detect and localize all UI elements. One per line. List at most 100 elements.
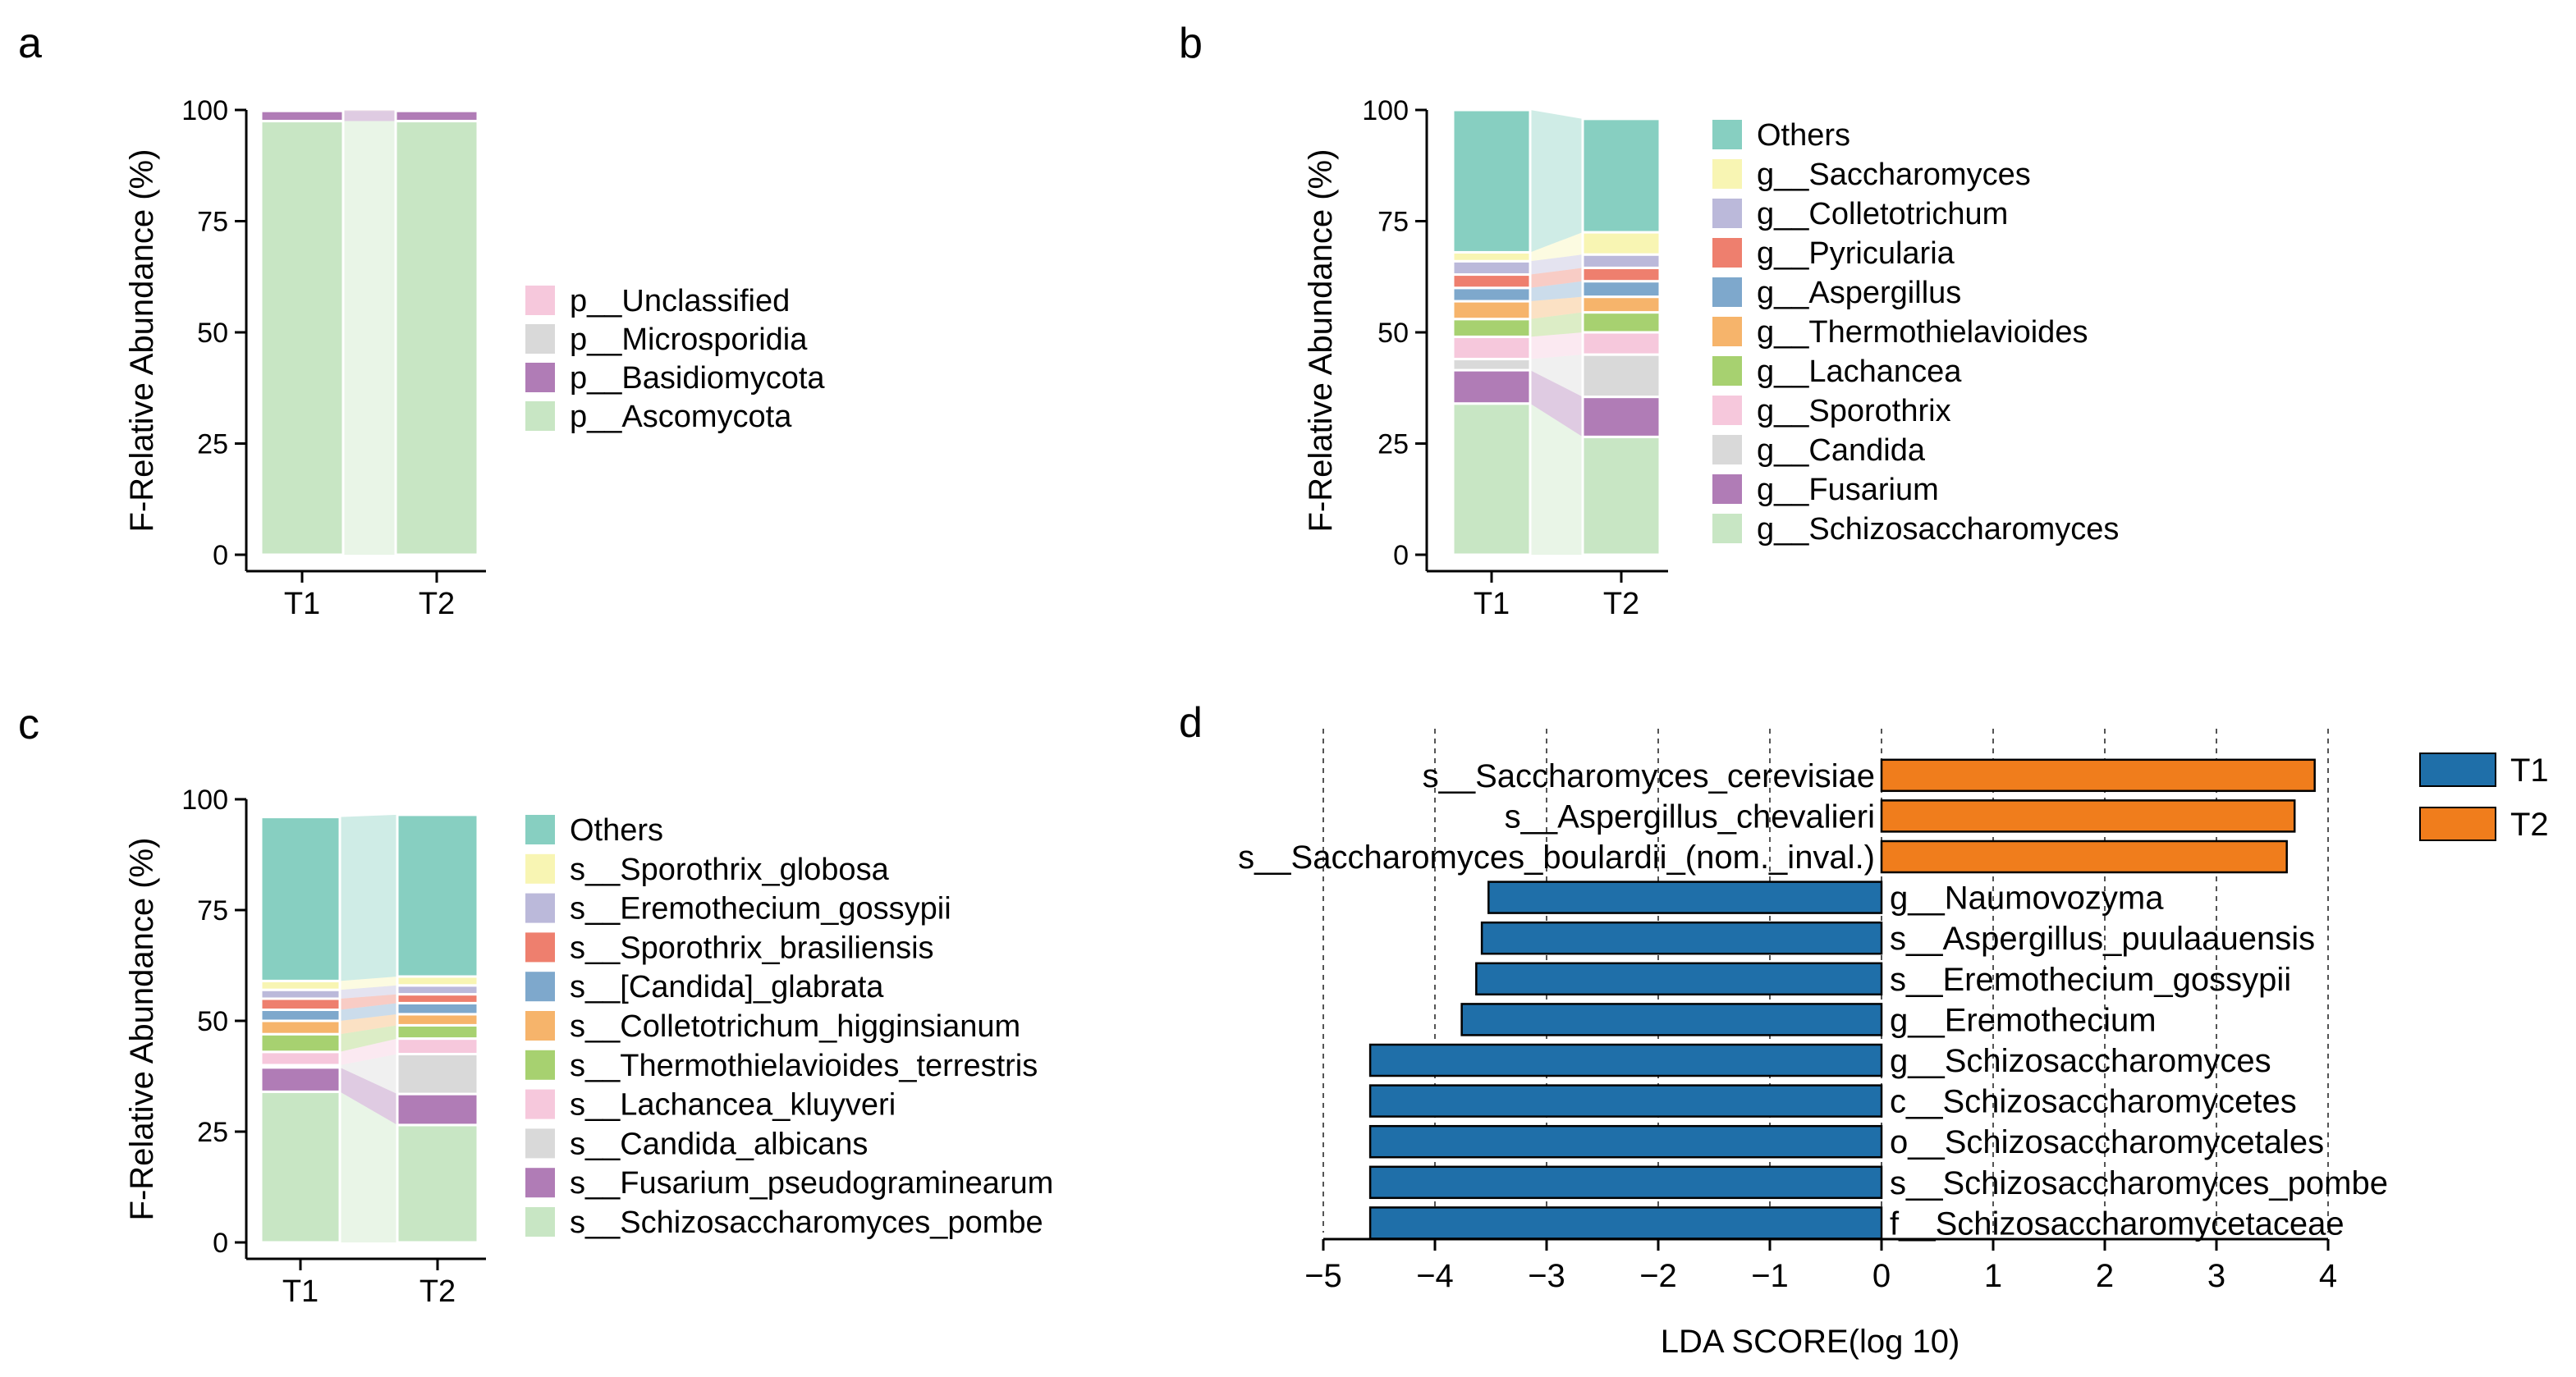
flow-band-g-aspergillus [1530,281,1583,302]
bar-segment-g-thermothielavioides-t2 [1581,295,1662,314]
x-tick-label: −2 [1639,1258,1677,1294]
legend-label-g-fusarium: g__Fusarium [1757,473,1939,507]
y-tick-label: 25 [197,429,228,460]
legend: p__Unclassified p__Microsporidia p__Basidi… [525,284,825,434]
x-tick-label: T1 [1474,587,1510,621]
bar-segment-p-ascomycota-t1 [259,120,345,556]
bar-segment-s-sporothrix-globosa-t1 [259,979,341,991]
lda-bar-s-saccharomyces-boulardii-nom-inval [1880,839,2288,874]
flow-band-s-lachancea-kluyveri [340,1038,397,1065]
flow-band-g-schizosaccharomyces [1530,403,1583,555]
bar-segment-p-basidiomycota-t1 [259,109,345,123]
legend-swatch-g-saccharomyces [1712,159,1742,189]
lda-bar-label: s__Aspergillus_puulaauensis [1890,921,2315,957]
bar-segment-g-candida-t2 [1581,353,1662,399]
legend-label-s-colletotrichum-higginsianum: s__Colletotrichum_higginsianum [570,1009,1020,1044]
bar-segment-g-pyricularia-t2 [1581,266,1662,283]
bar-segment-p-unclassified-t2 [394,108,479,112]
bar-segment-s-thermothielavioides-terrestris-t1 [259,1032,341,1054]
legend-swatch-p-ascomycota [525,401,555,431]
bar-segment-g-sporothrix-t1 [1451,335,1532,361]
legend-label-g-schizosaccharomyces: g__Schizosaccharomyces [1757,512,2119,547]
y-axis-label: F-Relative Abundance (%) [124,838,160,1221]
flow-band-s-schizosaccharomyces-pombe [340,1091,397,1242]
legend-label-p-microsporidia: p__Microsporidia [570,323,808,357]
legend-swatch-t2 [2419,807,2496,841]
panel-letter: a [18,20,42,67]
flow-band-g-saccharomyces [1530,232,1583,262]
lda-bar-o-schizosaccharomycetales [1368,1124,1883,1159]
bar-segment-s-colletotrichum-higginsianum-t2 [396,1013,479,1027]
flow-band-s-candida-glabrata [340,1003,397,1021]
legend-label-p-basidiomycota: p__Basidiomycota [570,361,825,396]
lda-bar-label: s__Schizosaccharomyces_pombe [1890,1165,2388,1201]
flow-band-others [1530,110,1583,253]
legend-label-g-lachancea: g__Lachancea [1757,355,1962,389]
x-axis-label: LDA SCORE(log 10) [1661,1324,1960,1360]
x-tick-label: −4 [1416,1258,1454,1294]
lda-bar-s-saccharomyces-cerevisiae [1880,758,2316,793]
legend-swatch-s-sporothrix-brasiliensis [525,932,555,963]
legend-label-g-aspergillus: g__Aspergillus [1757,276,1961,310]
flow-band-s-fusarium-pseudograminearum [340,1067,397,1125]
bar-segment-s-candida-glabrata-t2 [396,1001,479,1016]
panel-a-stacked-bar-chart: a 0 25 50 75 100 T1 T2 F-Relative Abundance (%) p… [18,20,825,621]
lda-bar-label: f__Schizosaccharomycetaceae [1890,1205,2345,1242]
lda-bar-label: s__Saccharomyces_boulardii_(nom._inval.) [1238,839,1875,876]
bar-segment-g-lachancea-t2 [1581,311,1662,334]
bar-segment-g-aspergillus-t2 [1581,280,1662,299]
panel-d-lda-bar-chart: d s__Saccharomyces_cerevisiae s__Aspergill… [1179,699,2549,1360]
legend-swatch-g-pyricularia [1712,238,1742,268]
bar-segment-others-t2 [1581,117,1662,234]
bar-segment-others-t2 [396,813,479,978]
bar-segment-s-fusarium-pseudograminearum-t2 [396,1092,479,1127]
bar-segment-s-sporothrix-brasiliensis-t1 [259,997,341,1011]
y-tick-label: 0 [1393,540,1409,571]
lda-bar-g-eremothecium [1460,1003,1883,1036]
panel-letter: c [18,701,39,748]
flow-band-g-pyricularia [1530,268,1583,288]
y-tick-label: 0 [213,1228,228,1259]
lda-bar-g-naumovozyma [1487,881,1883,914]
legend-label-g-sporothrix: g__Sporothrix [1757,394,1951,428]
legend-label-others: Others [570,813,663,848]
bar-segment-g-schizosaccharomyces-t1 [1451,402,1532,556]
bar-segment-g-sporothrix-t2 [1581,331,1662,356]
legend-swatch-g-aspergillus [1712,277,1742,307]
x-tick-label: 1 [1984,1258,2002,1294]
bar-segment-s-candida-glabrata-t1 [259,1009,341,1022]
flow-band-p-basidiomycota [343,111,396,121]
legend-label-s-schizosaccharomyces-pombe: s__Schizosaccharomyces_pombe [570,1205,1043,1240]
flow-band-g-thermothielavioides [1530,296,1583,319]
lda-bar-label: o__Schizosaccharomycetales [1890,1124,2324,1160]
x-tick-label: 0 [1872,1258,1891,1294]
lda-bar-label: g__Naumovozyma [1890,881,2164,917]
y-tick-label: 25 [1377,429,1409,460]
legend-swatch-g-lachancea [1712,356,1742,386]
y-tick-label: 75 [197,895,228,926]
bar-segment-g-saccharomyces-t2 [1581,231,1662,256]
stacked-bars [1451,108,1662,556]
bar-segment-s-eremothecium-gossypii-t1 [259,988,341,1000]
bar-segment-g-lachancea-t1 [1451,318,1532,338]
legend-label-others: Others [1757,118,1850,153]
lda-bars: s__Saccharomyces_cerevisiae s__Aspergillu… [1238,758,2388,1242]
bar-segment-g-fusarium-t1 [1451,368,1532,405]
flow-band-p-unclassified [343,110,396,111]
legend-label-s-fusarium-pseudograminearum: s__Fusarium_pseudograminearum [570,1166,1053,1201]
legend-swatch-s-colletotrichum-higginsianum [525,1011,555,1041]
lda-bar-label: s__Saccharomyces_cerevisiae [1423,758,1875,794]
panel-c-stacked-bar-chart: c 0 25 50 75 100 T1 T2 F-Relative Abundance (%) O… [18,701,1053,1309]
lda-bar-label: g__Schizosaccharomyces [1890,1043,2271,1079]
x-tick-label: 3 [2207,1258,2225,1294]
legend-label-s-sporothrix-globosa: s__Sporothrix_globosa [570,853,890,887]
legend-swatch-s-eremothecium-gossypii [525,893,555,923]
flow-band-g-sporothrix [1530,332,1583,359]
legend-swatch-others [525,815,555,844]
legend-swatch-s-candida-glabrata [525,972,555,1002]
legend-label-s-thermothielavioides-terrestris: s__Thermothielavioides_terrestris [570,1049,1038,1083]
bar-segment-s-candida-albicans-t2 [396,1053,479,1096]
lda-bar-s-aspergillus-chevalieri [1880,799,2296,833]
x-tick-label: −3 [1528,1258,1565,1294]
flow-band-s-sporothrix-globosa [340,977,397,990]
